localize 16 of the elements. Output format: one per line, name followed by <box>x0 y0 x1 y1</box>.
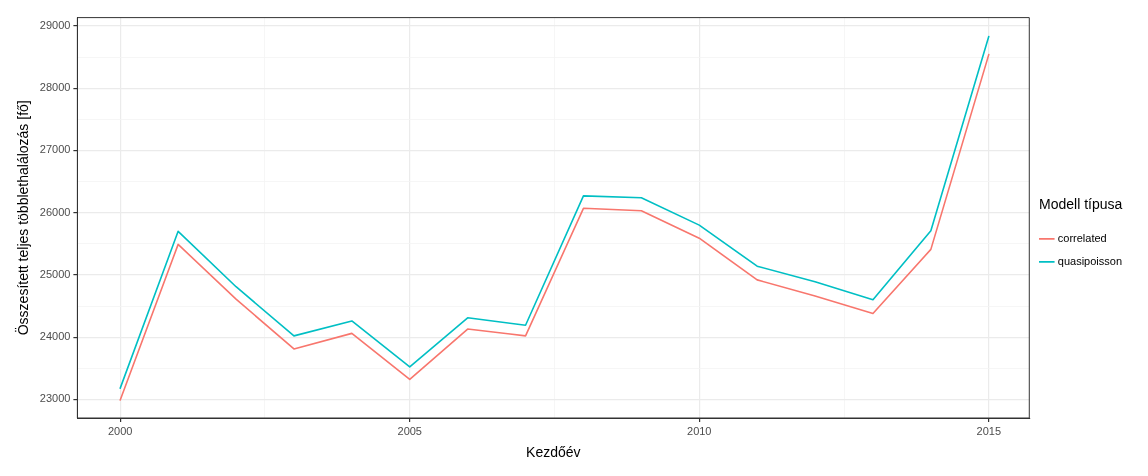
legend-title: Modell típusa <box>1039 196 1123 213</box>
y-tick-label: 28000 <box>39 81 71 94</box>
legend-label: quasipoisson <box>1057 254 1123 267</box>
y-tick-label: 27000 <box>39 143 71 156</box>
x-axis-title: Kezdőév <box>526 444 581 461</box>
x-tick-label: 2015 <box>976 424 1001 437</box>
x-tick-label: 2005 <box>397 424 422 437</box>
y-tick-label: 29000 <box>39 19 71 32</box>
legend-label: correlated <box>1057 231 1107 244</box>
x-tick-label: 2010 <box>687 424 712 437</box>
x-tick-label: 2000 <box>107 424 133 437</box>
y-tick-label: 25000 <box>39 267 71 280</box>
y-tick-label: 24000 <box>39 330 71 343</box>
y-axis-title: Összesített teljes többlethalálozás [fő] <box>14 100 32 336</box>
y-tick-label: 23000 <box>39 392 71 405</box>
y-tick-label: 26000 <box>39 205 71 218</box>
